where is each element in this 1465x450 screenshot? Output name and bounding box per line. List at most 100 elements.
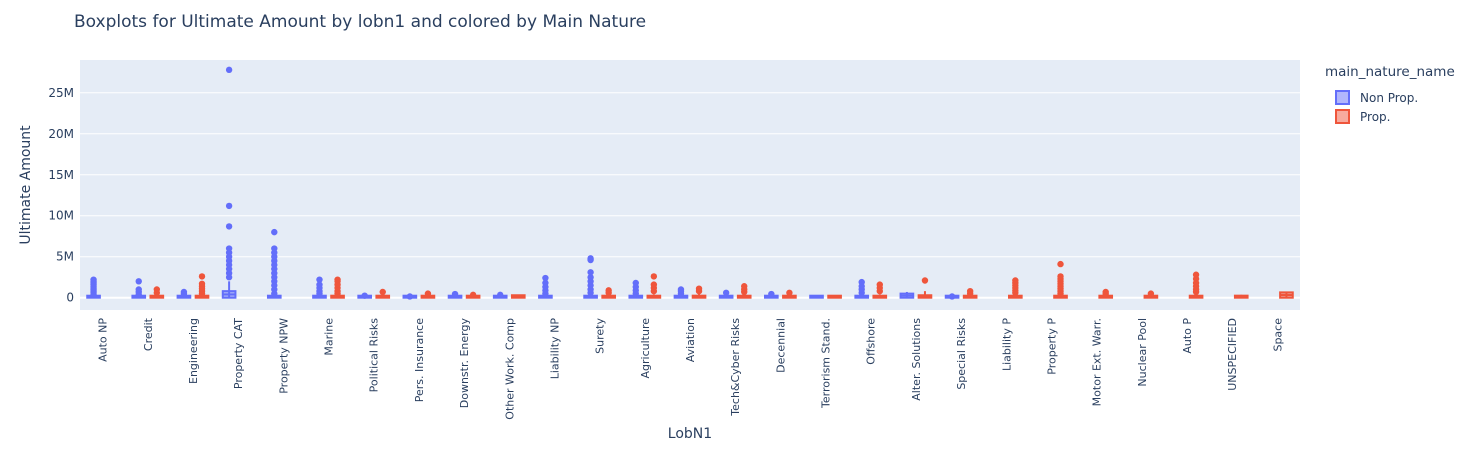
box-non-prop-aviation[interactable]	[673, 286, 689, 299]
outlier-point[interactable]	[768, 290, 775, 298]
outlier-point[interactable]	[90, 276, 97, 283]
outlier-point[interactable]	[741, 283, 748, 290]
box-prop-unspecified[interactable]	[1233, 294, 1249, 299]
box-non-prop-liability-np[interactable]	[538, 274, 553, 299]
box-non-prop-pers-insurance[interactable]	[402, 293, 418, 300]
outlier-point[interactable]	[225, 202, 233, 210]
outlier-point[interactable]	[966, 287, 974, 295]
box-prop-auto-p[interactable]	[1188, 271, 1204, 299]
outlier-point[interactable]	[587, 274, 594, 281]
box-prop-other-work-comp[interactable]	[510, 294, 526, 299]
legend-item-non-prop[interactable]: Non Prop.	[1325, 88, 1455, 107]
outlier-point[interactable]	[542, 274, 549, 282]
box-prop-engineering[interactable]	[194, 273, 210, 299]
box-prop-offshore[interactable]	[872, 281, 888, 299]
box-non-prop-agriculture[interactable]	[628, 279, 644, 299]
outlier-point[interactable]	[153, 286, 161, 293]
box-prop-political-risks[interactable]	[375, 288, 391, 299]
outlier-point[interactable]	[587, 269, 594, 276]
outlier-point[interactable]	[1192, 271, 1200, 278]
outlier-point[interactable]	[948, 293, 956, 300]
box-prop-special-risks[interactable]	[962, 287, 978, 299]
outlier-point[interactable]	[786, 289, 793, 296]
box-prop-nuclear-pool[interactable]	[1143, 290, 1159, 299]
box-non-prop-political-risks[interactable]	[357, 292, 372, 299]
outlier-point[interactable]	[406, 293, 414, 300]
box-non-prop-tech-cyber-risks[interactable]	[718, 289, 734, 299]
box-non-prop-surety[interactable]	[583, 255, 598, 299]
outlier-point[interactable]	[1057, 260, 1064, 268]
box-non-prop-credit[interactable]	[131, 278, 147, 299]
x-tick-label: Property CAT	[232, 318, 245, 389]
box-non-prop-other-work-comp[interactable]	[492, 291, 508, 299]
y-axis-ticks: 0 5M 10M 15M 20M 25M	[48, 86, 74, 305]
outlier-point[interactable]	[469, 291, 477, 299]
outlier-point[interactable]	[632, 279, 639, 287]
outlier-point[interactable]	[1057, 273, 1064, 280]
outlier-point[interactable]	[225, 223, 233, 230]
outlier-point[interactable]	[921, 277, 929, 284]
outlier-point[interactable]	[650, 273, 658, 280]
legend-item-prop[interactable]: Prop.	[1325, 107, 1455, 126]
outlier-point[interactable]	[587, 255, 594, 262]
box-prop-aviation[interactable]	[691, 285, 707, 299]
y-tick-label: 25M	[48, 86, 74, 100]
outlier-point[interactable]	[677, 286, 685, 293]
box-non-prop-property-npw[interactable]	[266, 228, 282, 299]
box-prop-space[interactable]	[1279, 291, 1294, 299]
box-prop-pers-insurance[interactable]	[420, 290, 436, 299]
outlier-point[interactable]	[695, 285, 703, 292]
outlier-point[interactable]	[271, 245, 278, 252]
outlier-point[interactable]	[1102, 288, 1109, 296]
outlier-point[interactable]	[334, 276, 341, 283]
box-prop-motor-ext-warr[interactable]	[1098, 288, 1114, 299]
box-prop-terrorism-stand[interactable]	[827, 294, 842, 299]
outlier-point[interactable]	[379, 288, 386, 296]
box-prop-credit[interactable]	[149, 286, 165, 299]
box-prop-property-p[interactable]	[1053, 260, 1068, 299]
outlier-point[interactable]	[361, 292, 368, 299]
box-non-prop-terrorism-stand[interactable]	[809, 294, 824, 299]
box-prop-surety[interactable]	[601, 287, 616, 299]
outlier-point[interactable]	[605, 287, 612, 294]
outlier-point[interactable]	[650, 281, 658, 288]
box-non-prop-decennial[interactable]	[764, 290, 779, 299]
box-non-prop-property-cat[interactable]	[221, 66, 237, 299]
boxplot-traces[interactable]	[86, 66, 1294, 300]
outlier-point[interactable]	[542, 279, 549, 287]
box-prop-downstr-energy[interactable]	[465, 291, 481, 299]
outlier-point[interactable]	[225, 245, 233, 252]
box-prop-agriculture[interactable]	[646, 273, 662, 299]
box-prop-liability-p[interactable]	[1008, 277, 1023, 299]
y-tick-label: 20M	[48, 127, 74, 141]
outlier-point[interactable]	[135, 278, 142, 285]
outlier-point[interactable]	[271, 228, 278, 236]
outlier-point[interactable]	[198, 273, 206, 280]
outlier-point[interactable]	[876, 281, 883, 288]
outlier-point[interactable]	[497, 291, 504, 299]
outlier-point[interactable]	[1012, 277, 1019, 284]
outlier-point[interactable]	[198, 280, 206, 287]
outlier-point[interactable]	[424, 290, 432, 297]
x-tick-label: Terrorism Stand.	[820, 318, 833, 409]
box-non-prop-downstr-energy[interactable]	[447, 290, 463, 299]
box-non-prop-engineering[interactable]	[176, 288, 192, 299]
outlier-point[interactable]	[180, 288, 188, 296]
outlier-point[interactable]	[225, 66, 233, 74]
outlier-point[interactable]	[135, 286, 142, 293]
box-prop-alter-solutions[interactable]	[917, 277, 933, 299]
box-non-prop-marine[interactable]	[312, 276, 327, 299]
outlier-point[interactable]	[858, 278, 865, 286]
box-non-prop-auto-np[interactable]	[86, 276, 101, 299]
box-non-prop-offshore[interactable]	[854, 278, 870, 299]
outlier-point[interactable]	[316, 281, 323, 288]
outlier-point[interactable]	[722, 289, 730, 296]
outlier-point[interactable]	[1147, 290, 1155, 297]
box-prop-tech-cyber-risks[interactable]	[736, 283, 752, 299]
outlier-point[interactable]	[316, 276, 323, 283]
box-non-prop-special-risks[interactable]	[944, 293, 960, 300]
box-prop-marine[interactable]	[330, 276, 345, 299]
box-prop-decennial[interactable]	[782, 289, 797, 299]
box-non-prop-alter-solutions[interactable]	[899, 291, 915, 299]
outlier-point[interactable]	[451, 290, 459, 298]
